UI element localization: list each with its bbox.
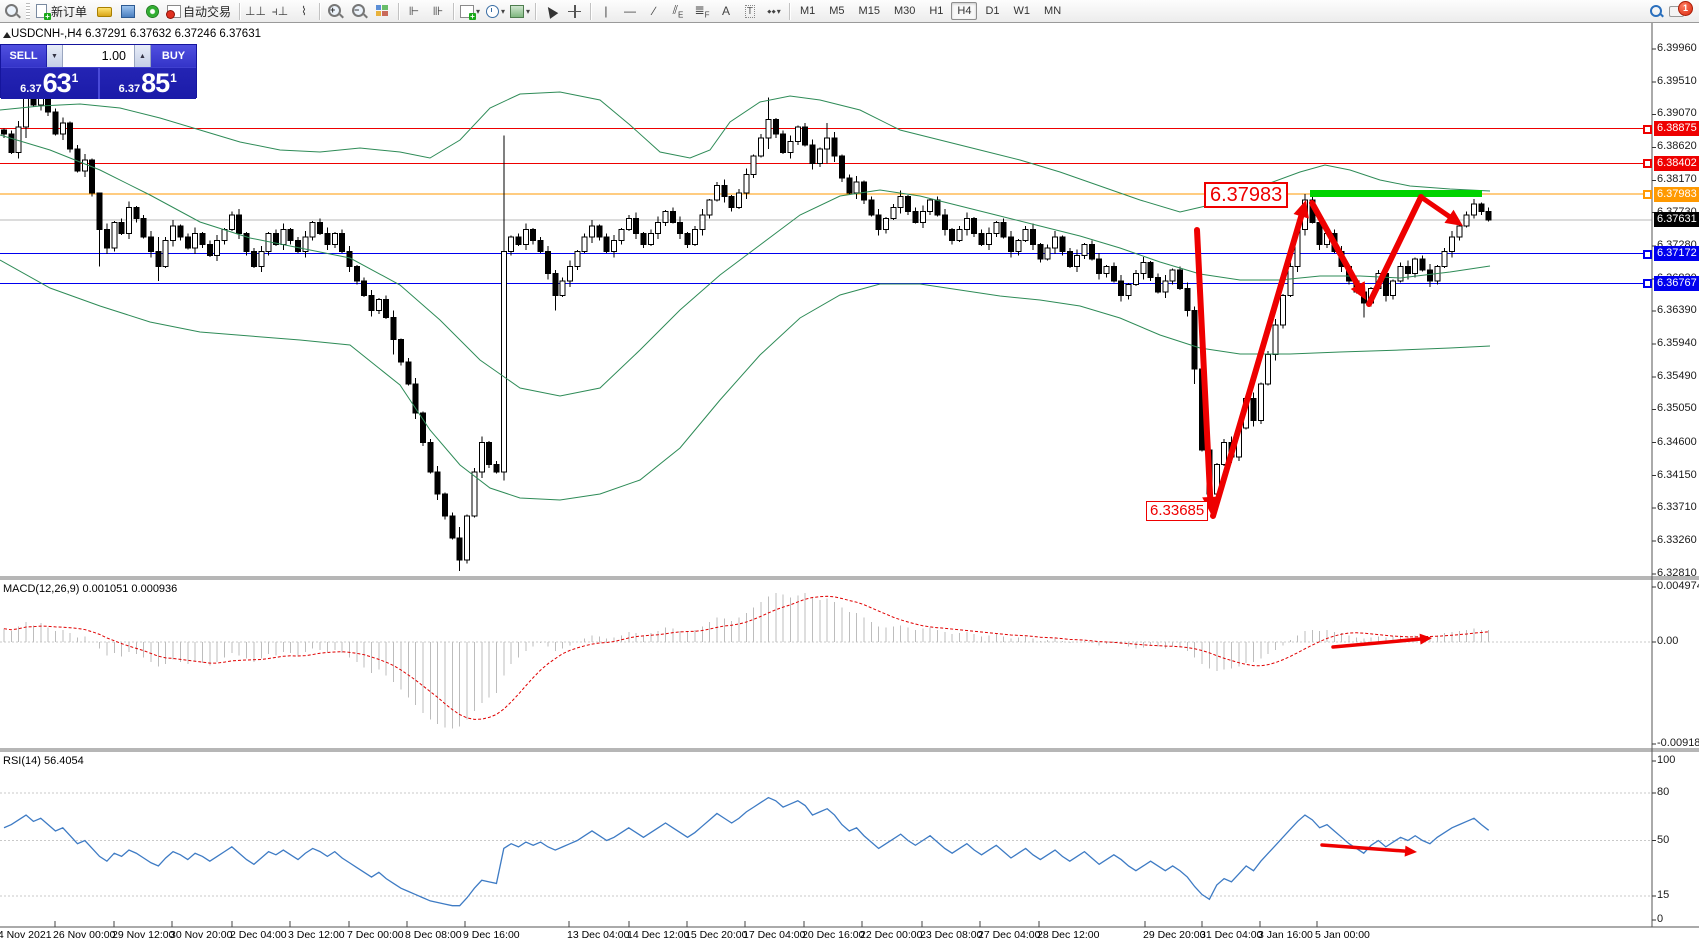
resistance-price-flag[interactable]: 6.37983 <box>1204 182 1289 208</box>
label-icon: T <box>744 4 756 18</box>
line-chart-button[interactable]: ⌇ <box>292 1 316 21</box>
arrows-icon: ⬩⬩ <box>767 3 776 18</box>
cursor-icon <box>543 3 559 19</box>
bar-chart-button[interactable]: ⊥⊥ <box>243 1 268 21</box>
search-icon[interactable] <box>1649 4 1663 18</box>
zoom-out-button[interactable]: − <box>347 1 371 21</box>
volume-decrease-button[interactable]: ▼ <box>47 45 63 67</box>
data-window-icon: ⊩ <box>408 4 420 18</box>
separator <box>318 2 320 20</box>
hline-tool[interactable]: — <box>618 1 642 21</box>
trendline-tool[interactable]: ∕ <box>642 1 666 21</box>
strategy-tester-button[interactable]: ⊪ <box>426 1 450 21</box>
fibonacci-icon: ≣F <box>694 2 710 20</box>
terminal-button[interactable] <box>116 1 140 21</box>
period-button[interactable]: ▾ <box>482 1 507 21</box>
add-indicator-button[interactable]: + ▾ <box>457 1 482 21</box>
crosshair-icon <box>568 4 582 18</box>
crosshair-tool[interactable] <box>563 1 587 21</box>
separator <box>452 2 454 20</box>
timeframe-bar: M1 M5 M15 M30 H1 H4 D1 W1 MN <box>793 2 1068 20</box>
fibonacci-tool[interactable]: ≣F <box>690 1 714 21</box>
auto-trading-button[interactable]: 自动交易 <box>164 1 236 21</box>
terminal-icon <box>120 3 136 19</box>
tf-MN[interactable]: MN <box>1044 5 1062 17</box>
tf-H4[interactable]: H4 <box>951 2 978 20</box>
sell-button[interactable]: SELL <box>1 45 47 67</box>
text-icon: A <box>721 4 730 18</box>
new-order-button[interactable]: + 新订单 <box>32 1 92 21</box>
tile-windows-button[interactable] <box>371 1 395 21</box>
separator <box>397 2 399 20</box>
separator <box>534 2 536 20</box>
line-chart-icon: ⌇ <box>301 4 307 18</box>
sell-price-small: 6.37 <box>20 83 42 95</box>
magnifier-icon <box>5 4 18 17</box>
support-price-flag[interactable]: 6.33685 <box>1146 501 1209 521</box>
new-order-icon: + <box>34 3 51 21</box>
cut-toolbar-icon[interactable] <box>0 1 24 21</box>
strategy-tester-icon: ⊪ <box>432 4 444 18</box>
gold-bar-icon <box>96 3 113 19</box>
signals-button[interactable] <box>140 1 164 21</box>
clock-icon <box>484 3 500 19</box>
template-button[interactable]: ▾ <box>507 1 532 21</box>
hline-icon: — <box>623 4 636 18</box>
one-click-trading-panel: SELL ▼ 1.00 ▲ BUY 6.37 63 1 6.37 85 1 <box>0 44 197 99</box>
tf-M15[interactable]: M15 <box>858 5 880 17</box>
chart-title: USDCNH-,H4 6.37291 6.37632 6.37246 6.376… <box>11 28 261 40</box>
zoom-in-button[interactable]: + <box>323 1 347 21</box>
cursor-tool[interactable] <box>539 1 563 21</box>
tf-M1[interactable]: M1 <box>799 5 816 17</box>
zoom-in-icon <box>327 4 341 17</box>
tf-M5[interactable]: M5 <box>829 5 845 17</box>
tf-M30[interactable]: M30 <box>893 5 916 17</box>
rsi-label: RSI(14) 56.4054 <box>3 755 84 767</box>
channel-tool[interactable]: ⫽E <box>666 1 690 21</box>
label-tool[interactable]: T <box>738 1 762 21</box>
sell-price-tile[interactable]: 6.37 63 1 <box>1 68 100 99</box>
tf-W1[interactable]: W1 <box>1013 5 1031 17</box>
notifications-button[interactable]: 1 <box>1669 1 1693 19</box>
tf-D1[interactable]: D1 <box>985 5 1000 17</box>
candlestick-icon: ⫞⊥ <box>271 3 289 18</box>
volume-input[interactable]: 1.00 <box>63 45 135 67</box>
buy-price-sup: 1 <box>170 71 177 85</box>
sell-price-big: 63 <box>42 68 72 98</box>
signal-icon <box>144 3 160 19</box>
data-window-button[interactable]: ⊩ <box>402 1 426 21</box>
bar-chart-icon: ⊥⊥ <box>245 4 266 18</box>
sell-price-sup: 1 <box>71 71 79 85</box>
buy-price-tile[interactable]: 6.37 85 1 <box>99 68 196 99</box>
auto-trading-icon <box>166 3 182 19</box>
trendline-icon: ∕ <box>652 4 655 18</box>
buy-price-small: 6.37 <box>118 83 141 95</box>
separator <box>589 2 591 20</box>
toolbar-grip <box>26 3 30 19</box>
vline-tool[interactable]: | <box>594 1 618 21</box>
candlestick-button[interactable]: ⫞⊥ <box>268 1 292 21</box>
text-tool[interactable]: A <box>714 1 738 21</box>
volume-increase-button[interactable]: ▲ <box>135 45 151 67</box>
buy-button[interactable]: BUY <box>151 45 196 67</box>
zoom-out-icon <box>351 4 365 17</box>
separator <box>239 2 241 20</box>
market-watch-button[interactable] <box>92 1 116 21</box>
main-toolbar: + 新订单 自动交易 ⊥⊥ ⫞⊥ ⌇ + − ⊩ ⊪ + ▾ ▾ ▾ | — ∕ … <box>0 0 1699 23</box>
tile-windows-icon <box>375 3 391 19</box>
separator <box>788 2 790 20</box>
tf-H1[interactable]: H1 <box>929 5 944 17</box>
vline-icon: | <box>604 4 608 18</box>
notification-badge: 1 <box>1678 1 1693 16</box>
macd-label: MACD(12,26,9) 0.001051 0.000936 <box>3 583 178 595</box>
add-indicator-icon: + <box>459 3 476 21</box>
channel-icon: ⫽E <box>672 2 684 20</box>
arrows-tool[interactable]: ⬩⬩ ▾ <box>767 3 781 18</box>
buy-price-big: 85 <box>141 68 170 98</box>
template-icon <box>509 3 525 19</box>
one-click-collapse-icon[interactable] <box>3 32 11 38</box>
